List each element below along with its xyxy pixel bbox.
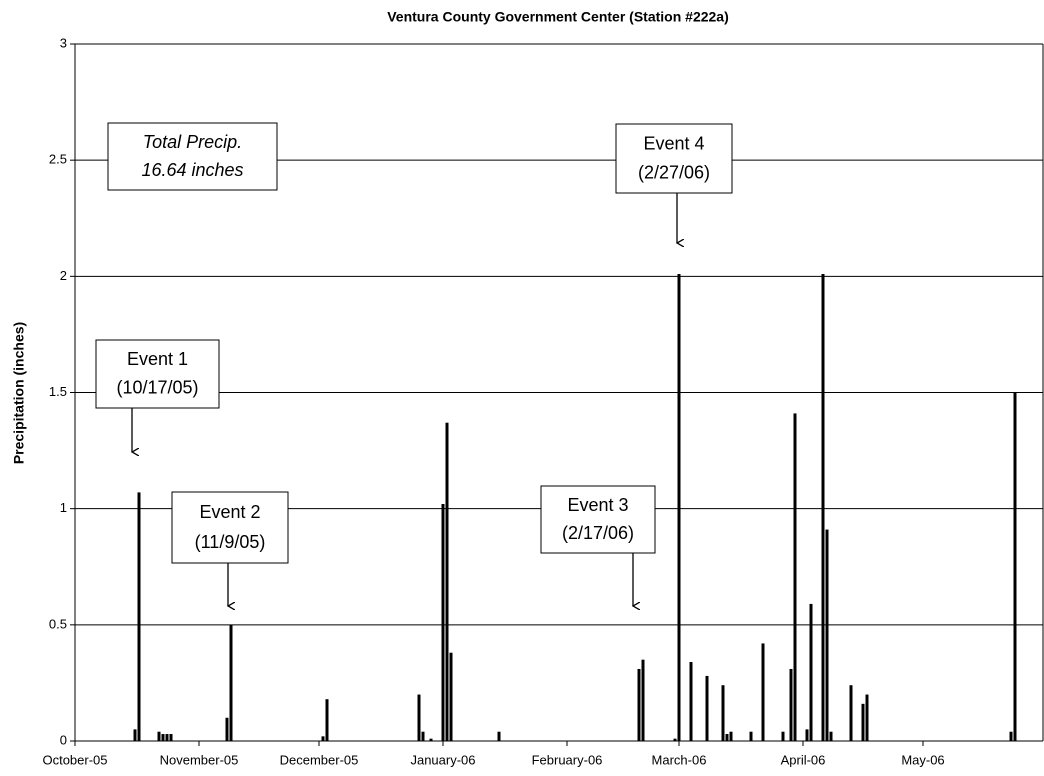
bar	[161, 734, 165, 741]
bar	[229, 624, 233, 741]
annotation-text: (10/17/05)	[116, 378, 198, 398]
x-tick-label: January-06	[410, 752, 475, 767]
bar	[721, 685, 725, 741]
annotation-text: (2/17/06)	[562, 523, 634, 543]
x-tick-label: May-06	[901, 752, 944, 767]
bar	[449, 652, 453, 741]
bar	[849, 685, 853, 741]
annotation-box	[540, 485, 656, 554]
annotation-box	[95, 339, 220, 409]
bar	[497, 731, 501, 741]
annotation-box	[615, 123, 733, 194]
y-tick-label: 2	[60, 268, 67, 283]
y-axis-label: Precipitation (inches)	[11, 322, 27, 464]
x-tick-label: October-05	[42, 752, 107, 767]
annotation-text: (11/9/05)	[195, 532, 266, 552]
bar	[321, 736, 325, 741]
bar	[705, 675, 709, 741]
bar	[1009, 731, 1013, 741]
annotation-text: Event 3	[567, 495, 628, 515]
y-tick-label: 1	[60, 500, 67, 515]
bar	[809, 603, 813, 741]
bar	[725, 734, 729, 741]
bar	[421, 731, 425, 741]
annotation-text: 16.64 inches	[141, 160, 243, 180]
chart-title: Ventura County Government Center (Statio…	[387, 9, 729, 25]
annotation-box	[171, 491, 289, 564]
bar	[165, 734, 169, 741]
x-tick-label: April-06	[781, 752, 826, 767]
y-tick-label: 0.5	[49, 616, 67, 631]
bar	[861, 703, 865, 741]
bar	[133, 729, 137, 741]
bar	[829, 731, 833, 741]
bar	[749, 731, 753, 741]
bar	[225, 717, 229, 741]
bar	[761, 643, 765, 741]
bar	[641, 659, 645, 741]
annotation-text: Event 4	[643, 133, 704, 153]
bar	[805, 729, 809, 741]
bar	[865, 694, 869, 741]
x-tick-label: March-06	[652, 752, 707, 767]
annotation-text: Total Precip.	[143, 132, 242, 152]
annotation-box	[107, 122, 278, 191]
y-tick-label: 2.5	[49, 152, 67, 167]
bar	[673, 738, 677, 741]
y-tick-label: 0	[60, 732, 67, 747]
x-tick-label: November-05	[160, 752, 239, 767]
bar	[637, 668, 641, 741]
bar	[417, 694, 421, 741]
bar	[825, 529, 829, 741]
annotation-text: Event 1	[127, 349, 188, 369]
x-tick-label: December-05	[280, 752, 359, 767]
bar	[169, 734, 173, 741]
bar	[157, 731, 161, 741]
annotation-text: (2/27/06)	[638, 162, 710, 182]
bar	[793, 413, 797, 741]
bar	[689, 662, 693, 741]
bar	[441, 504, 445, 741]
annotation-text: Event 2	[199, 502, 260, 522]
bar	[445, 422, 449, 741]
x-tick-label: February-06	[532, 752, 603, 767]
bar	[137, 492, 141, 741]
bar	[325, 699, 329, 741]
y-tick-label: 1.5	[49, 384, 67, 399]
bar	[429, 738, 433, 741]
bar	[677, 274, 681, 741]
bar	[1013, 392, 1017, 741]
bar	[789, 668, 793, 741]
bar	[729, 731, 733, 741]
bar	[821, 274, 825, 741]
bar	[781, 731, 785, 741]
y-tick-label: 3	[60, 35, 67, 50]
